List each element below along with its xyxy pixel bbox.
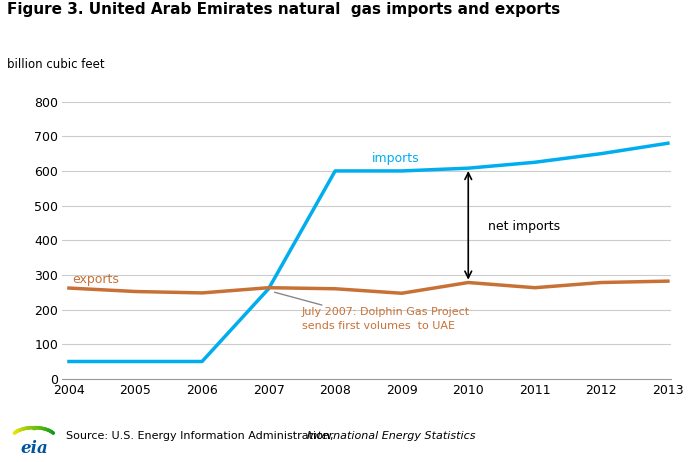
Text: Source: U.S. Energy Information Administration,: Source: U.S. Energy Information Administ… [66,431,337,441]
Text: Figure 3. United Arab Emirates natural  gas imports and exports: Figure 3. United Arab Emirates natural g… [7,2,560,17]
Text: International Energy Statistics: International Energy Statistics [307,431,475,441]
Text: July 2007: Dolphin Gas Project
sends first volumes  to UAE: July 2007: Dolphin Gas Project sends fir… [302,307,470,331]
Text: exports: exports [72,273,119,286]
Text: net imports: net imports [489,220,561,233]
Text: imports: imports [372,152,419,164]
Text: billion cubic feet: billion cubic feet [7,58,104,71]
Text: eia: eia [20,440,48,457]
